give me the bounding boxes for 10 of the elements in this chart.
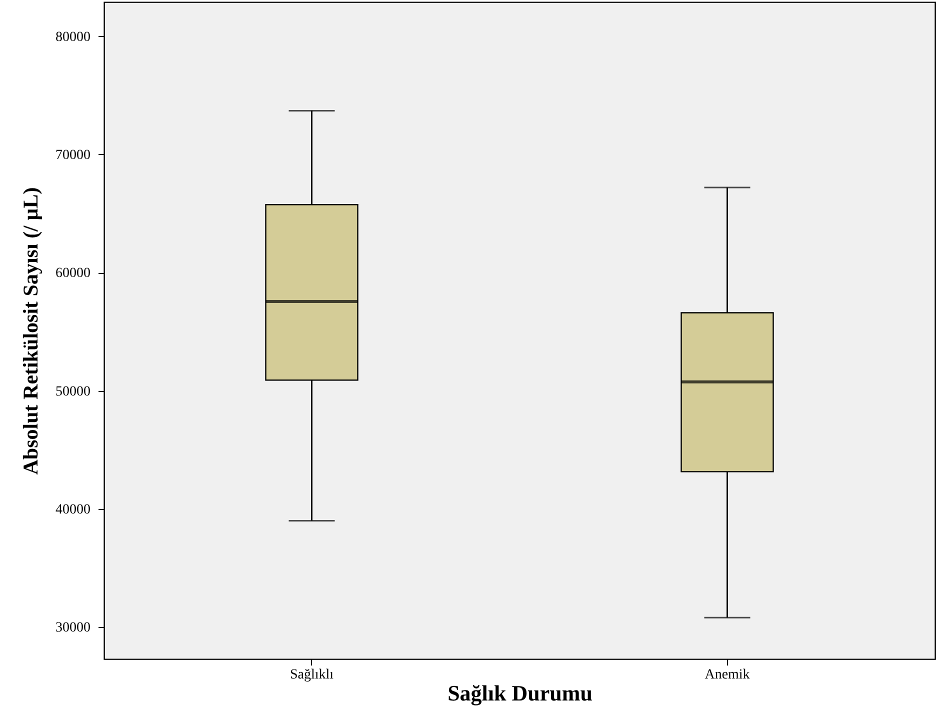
y-tick-label: 70000 [56, 148, 90, 163]
x-axis-title: Sağlık Durumu [448, 680, 592, 706]
x-tick-label: Anemik [704, 668, 750, 682]
y-tick-label: 40000 [56, 502, 90, 518]
y-tick-label: 60000 [56, 266, 90, 282]
y-tick-label: 30000 [56, 620, 90, 636]
y-axis-title: Absolut Retikülosit Sayısı (/ µL) [18, 187, 42, 475]
y-tick-label: 50000 [56, 384, 90, 400]
x-tick-label: Sağlıklı [290, 668, 334, 682]
y-tick-label: 80000 [56, 30, 90, 45]
